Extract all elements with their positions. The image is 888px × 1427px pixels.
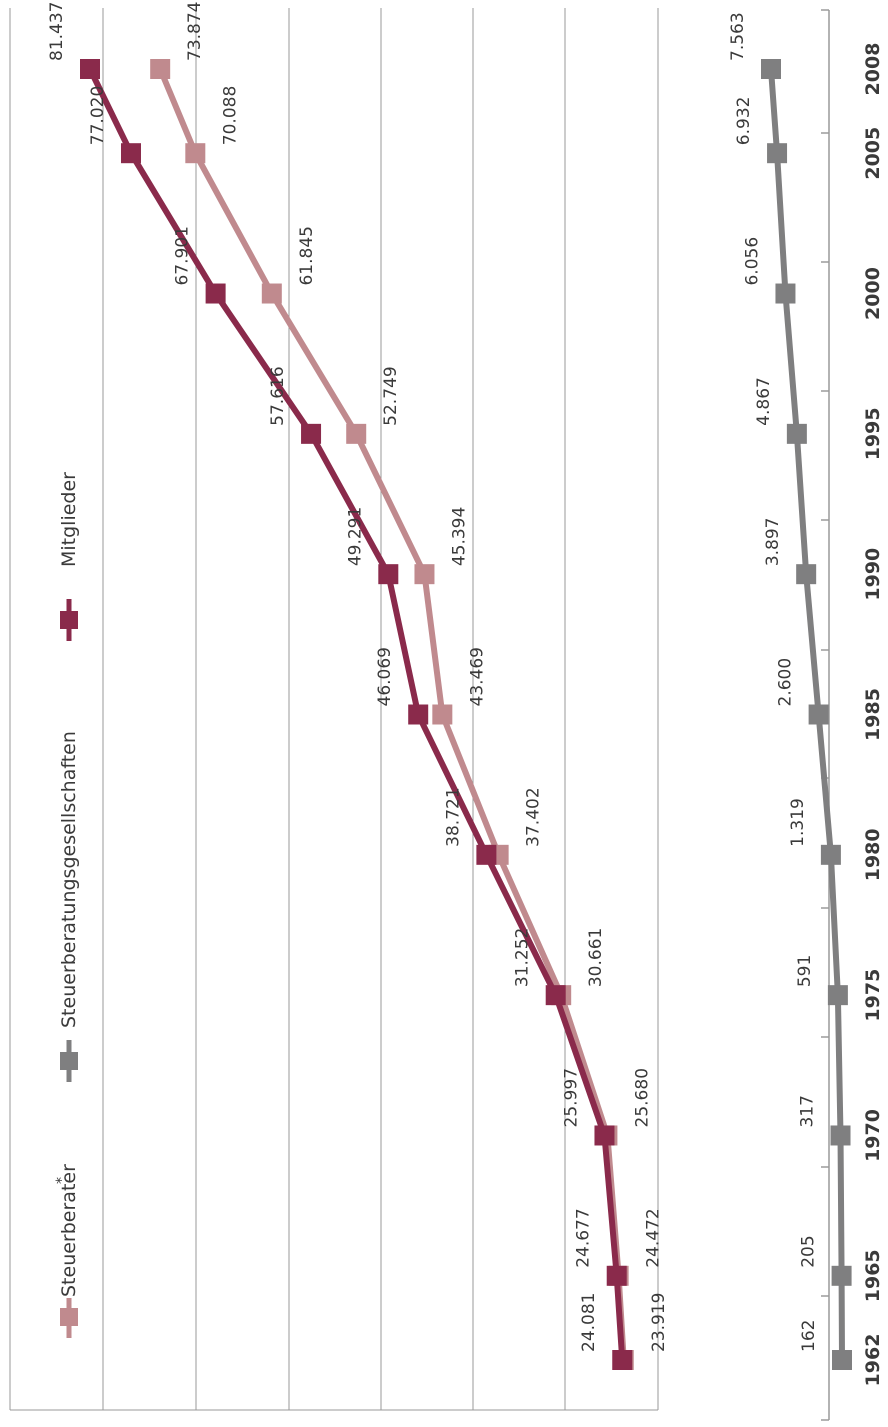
data-label-gesellschaften: 205 <box>799 1235 819 1267</box>
data-label-mitglieder: 24.677 <box>574 1208 594 1267</box>
point-marker-gesellschaften <box>830 1125 851 1146</box>
point-marker-mitglieder <box>476 844 497 865</box>
legend-mitglieder-marker <box>60 611 78 629</box>
data-label-steuerberater: 70.088 <box>220 86 240 145</box>
data-label-gesellschaften: 2.600 <box>776 658 796 707</box>
data-label-mitglieder: 25.997 <box>561 1068 581 1127</box>
data-label-mitglieder: 24.081 <box>579 1293 599 1352</box>
data-label-steuerberater: 37.402 <box>524 787 544 846</box>
year-tick-label: 1970 <box>862 1109 884 1162</box>
legend-steuerberater-label: Steuerberater <box>58 1164 80 1297</box>
year-tick-label: 1995 <box>862 407 884 460</box>
year-axis: 1962 1965 1970 1975 1980 1985 1990 1995 2000 2005… <box>821 9 884 1421</box>
year-tick-label: 1980 <box>862 828 884 881</box>
point-marker-mitglieder <box>594 1125 615 1146</box>
data-label-steuerberater: 25.680 <box>632 1068 652 1127</box>
year-tick-label: 2008 <box>862 43 884 96</box>
data-label-steuerberater: 30.661 <box>586 928 606 987</box>
point-marker-steuerberater <box>432 704 453 725</box>
series-line-gesellschaften <box>768 68 845 1361</box>
year-tick-label: 1990 <box>862 548 884 601</box>
data-label-gesellschaften: 6.056 <box>742 237 762 286</box>
legend-steuerberater-marker <box>60 1308 78 1326</box>
data-label-steuerberater: 24.472 <box>644 1208 664 1267</box>
year-tick-label: 1975 <box>862 969 884 1022</box>
data-label-steuerberater: 61.845 <box>297 226 317 285</box>
point-marker-steuerberater <box>261 283 282 304</box>
series-group: 23.919 24.472 25.680 30.661 37.402 43.469 45.3… <box>47 2 852 1370</box>
year-tick-label: 1985 <box>862 688 884 741</box>
data-label-gesellschaften: 4.867 <box>754 377 774 426</box>
data-label-steuerberater: 43.469 <box>467 647 487 706</box>
legend-gesellschaften-label: Steuerberatungsgesellschaften <box>58 731 80 1028</box>
year-tick-label: 1962 <box>862 1334 884 1387</box>
legend-item-gesellschaften: Steuerberatungsgesellschaften <box>58 731 80 1082</box>
point-marker-mitglieder <box>301 423 322 444</box>
point-marker-gesellschaften <box>831 1265 852 1286</box>
point-marker-mitglieder <box>120 143 141 164</box>
point-marker-mitglieder <box>408 704 429 725</box>
data-label-gesellschaften: 317 <box>798 1095 818 1127</box>
legend-item-mitglieder: Mitglieder <box>58 472 80 641</box>
data-label-mitglieder: 49.291 <box>345 507 365 566</box>
point-marker-gesellschaften <box>827 985 848 1006</box>
legend-item-steuerberater: Steuerberater * <box>54 1164 80 1338</box>
data-label-mitglieder: 46.069 <box>375 647 395 706</box>
legend: Steuerberater * Steuerberatungsgesellsch… <box>54 472 80 1338</box>
data-label-gesellschaften: 591 <box>795 955 815 987</box>
point-marker-gesellschaften <box>820 844 841 865</box>
series-line-mitglieder <box>87 67 626 1361</box>
point-marker-steuerberater <box>185 143 206 164</box>
data-label-mitglieder: 38.721 <box>443 787 463 846</box>
data-label-gesellschaften: 1.319 <box>788 798 808 847</box>
data-label-steuerberater: 45.394 <box>449 507 469 566</box>
data-label-steuerberater: 23.919 <box>649 1293 669 1352</box>
legend-gesellschaften-marker <box>60 1052 78 1070</box>
data-label-mitglieder: 31.252 <box>513 928 533 987</box>
point-marker-gesellschaften <box>761 59 781 79</box>
point-marker-mitglieder <box>612 1350 633 1370</box>
data-label-gesellschaften: 7.563 <box>728 12 748 61</box>
point-marker-gesellschaften <box>786 423 807 444</box>
data-label-steuerberater: 73.874 <box>185 2 205 61</box>
point-marker-mitglieder <box>205 283 226 304</box>
data-label-mitglieder: 81.437 <box>47 2 67 61</box>
point-marker-steuerberater <box>414 564 435 585</box>
point-marker-steuerberater <box>150 59 171 79</box>
grid-lines <box>9 8 659 1411</box>
point-marker-gesellschaften <box>832 1350 852 1370</box>
point-marker-mitglieder <box>606 1265 627 1286</box>
data-label-gesellschaften: 3.897 <box>763 518 783 567</box>
year-tick-label: 2005 <box>862 127 884 180</box>
point-marker-gesellschaften <box>796 564 817 585</box>
year-tick-label: 2000 <box>862 267 884 320</box>
series-line-steuerberater <box>157 67 627 1361</box>
data-label-gesellschaften: 6.932 <box>734 97 754 146</box>
point-marker-gesellschaften <box>775 283 796 304</box>
point-marker-steuerberater <box>346 423 367 444</box>
point-marker-gesellschaften <box>808 704 829 725</box>
legend-mitglieder-label: Mitglieder <box>58 472 80 567</box>
year-tick-label: 1965 <box>862 1249 884 1302</box>
data-label-mitglieder: 67.901 <box>173 226 193 285</box>
point-marker-gesellschaften <box>767 143 788 164</box>
data-label-steuerberater: 52.749 <box>381 366 401 425</box>
data-label-mitglieder: 77.020 <box>88 86 108 145</box>
point-marker-mitglieder <box>80 59 100 79</box>
point-marker-mitglieder <box>378 564 399 585</box>
data-label-mitglieder: 57.616 <box>268 366 288 425</box>
data-label-gesellschaften: 162 <box>799 1320 819 1352</box>
point-marker-mitglieder <box>545 985 566 1006</box>
legend-steuerberater-footnote-mark: * <box>54 1177 70 1184</box>
